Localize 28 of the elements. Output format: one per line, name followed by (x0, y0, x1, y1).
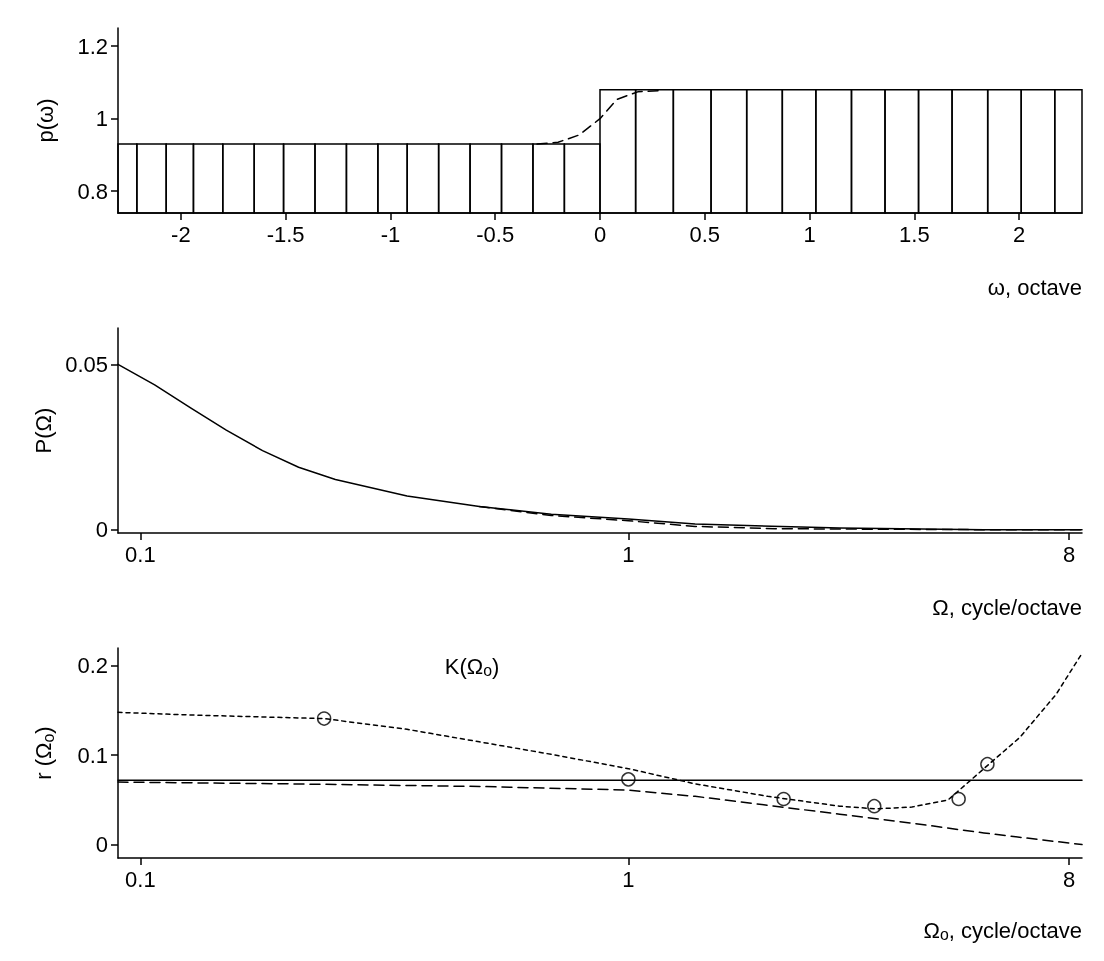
x-tick-label: 0.1 (125, 541, 156, 567)
y-tick-label: 0.2 (77, 653, 108, 679)
y-tick-label: 0.1 (77, 742, 108, 768)
y-axis-title: p(ω) (32, 98, 58, 143)
y-tick-label: 1.2 (77, 33, 108, 59)
x-tick-label: -1 (380, 221, 401, 247)
y-axis-title: P(Ω) (30, 407, 56, 454)
y-tick-label: 0 (95, 832, 108, 858)
x-tick-label: 1 (803, 221, 816, 247)
x-tick-label: 1 (622, 866, 635, 892)
x-tick-label: 8 (1063, 541, 1076, 567)
y-tick-label: 1 (95, 106, 108, 132)
x-axis-title: Ω, cycle/octave (932, 594, 1083, 620)
x-tick-label: 0.1 (125, 866, 156, 892)
x-tick-label: 0.5 (689, 221, 721, 247)
x-tick-label: 1 (622, 541, 635, 567)
x-axis-title: ω, octave (987, 274, 1083, 300)
x-tick-label: 1.5 (899, 221, 930, 247)
x-tick-label: 8 (1063, 866, 1076, 892)
x-tick-label: -1.5 (266, 221, 305, 247)
y-axis-title: r (Ωo) (30, 726, 57, 780)
x-tick-label: 0 (593, 221, 607, 247)
x-tick-label: -2 (171, 221, 191, 247)
y-tick-label: 0 (95, 517, 108, 543)
x-tick-label: -0.5 (476, 221, 515, 247)
y-tick-label: 0.05 (65, 351, 108, 377)
y-tick-label: 0.8 (77, 178, 108, 204)
x-tick-label: 2 (1013, 221, 1026, 247)
